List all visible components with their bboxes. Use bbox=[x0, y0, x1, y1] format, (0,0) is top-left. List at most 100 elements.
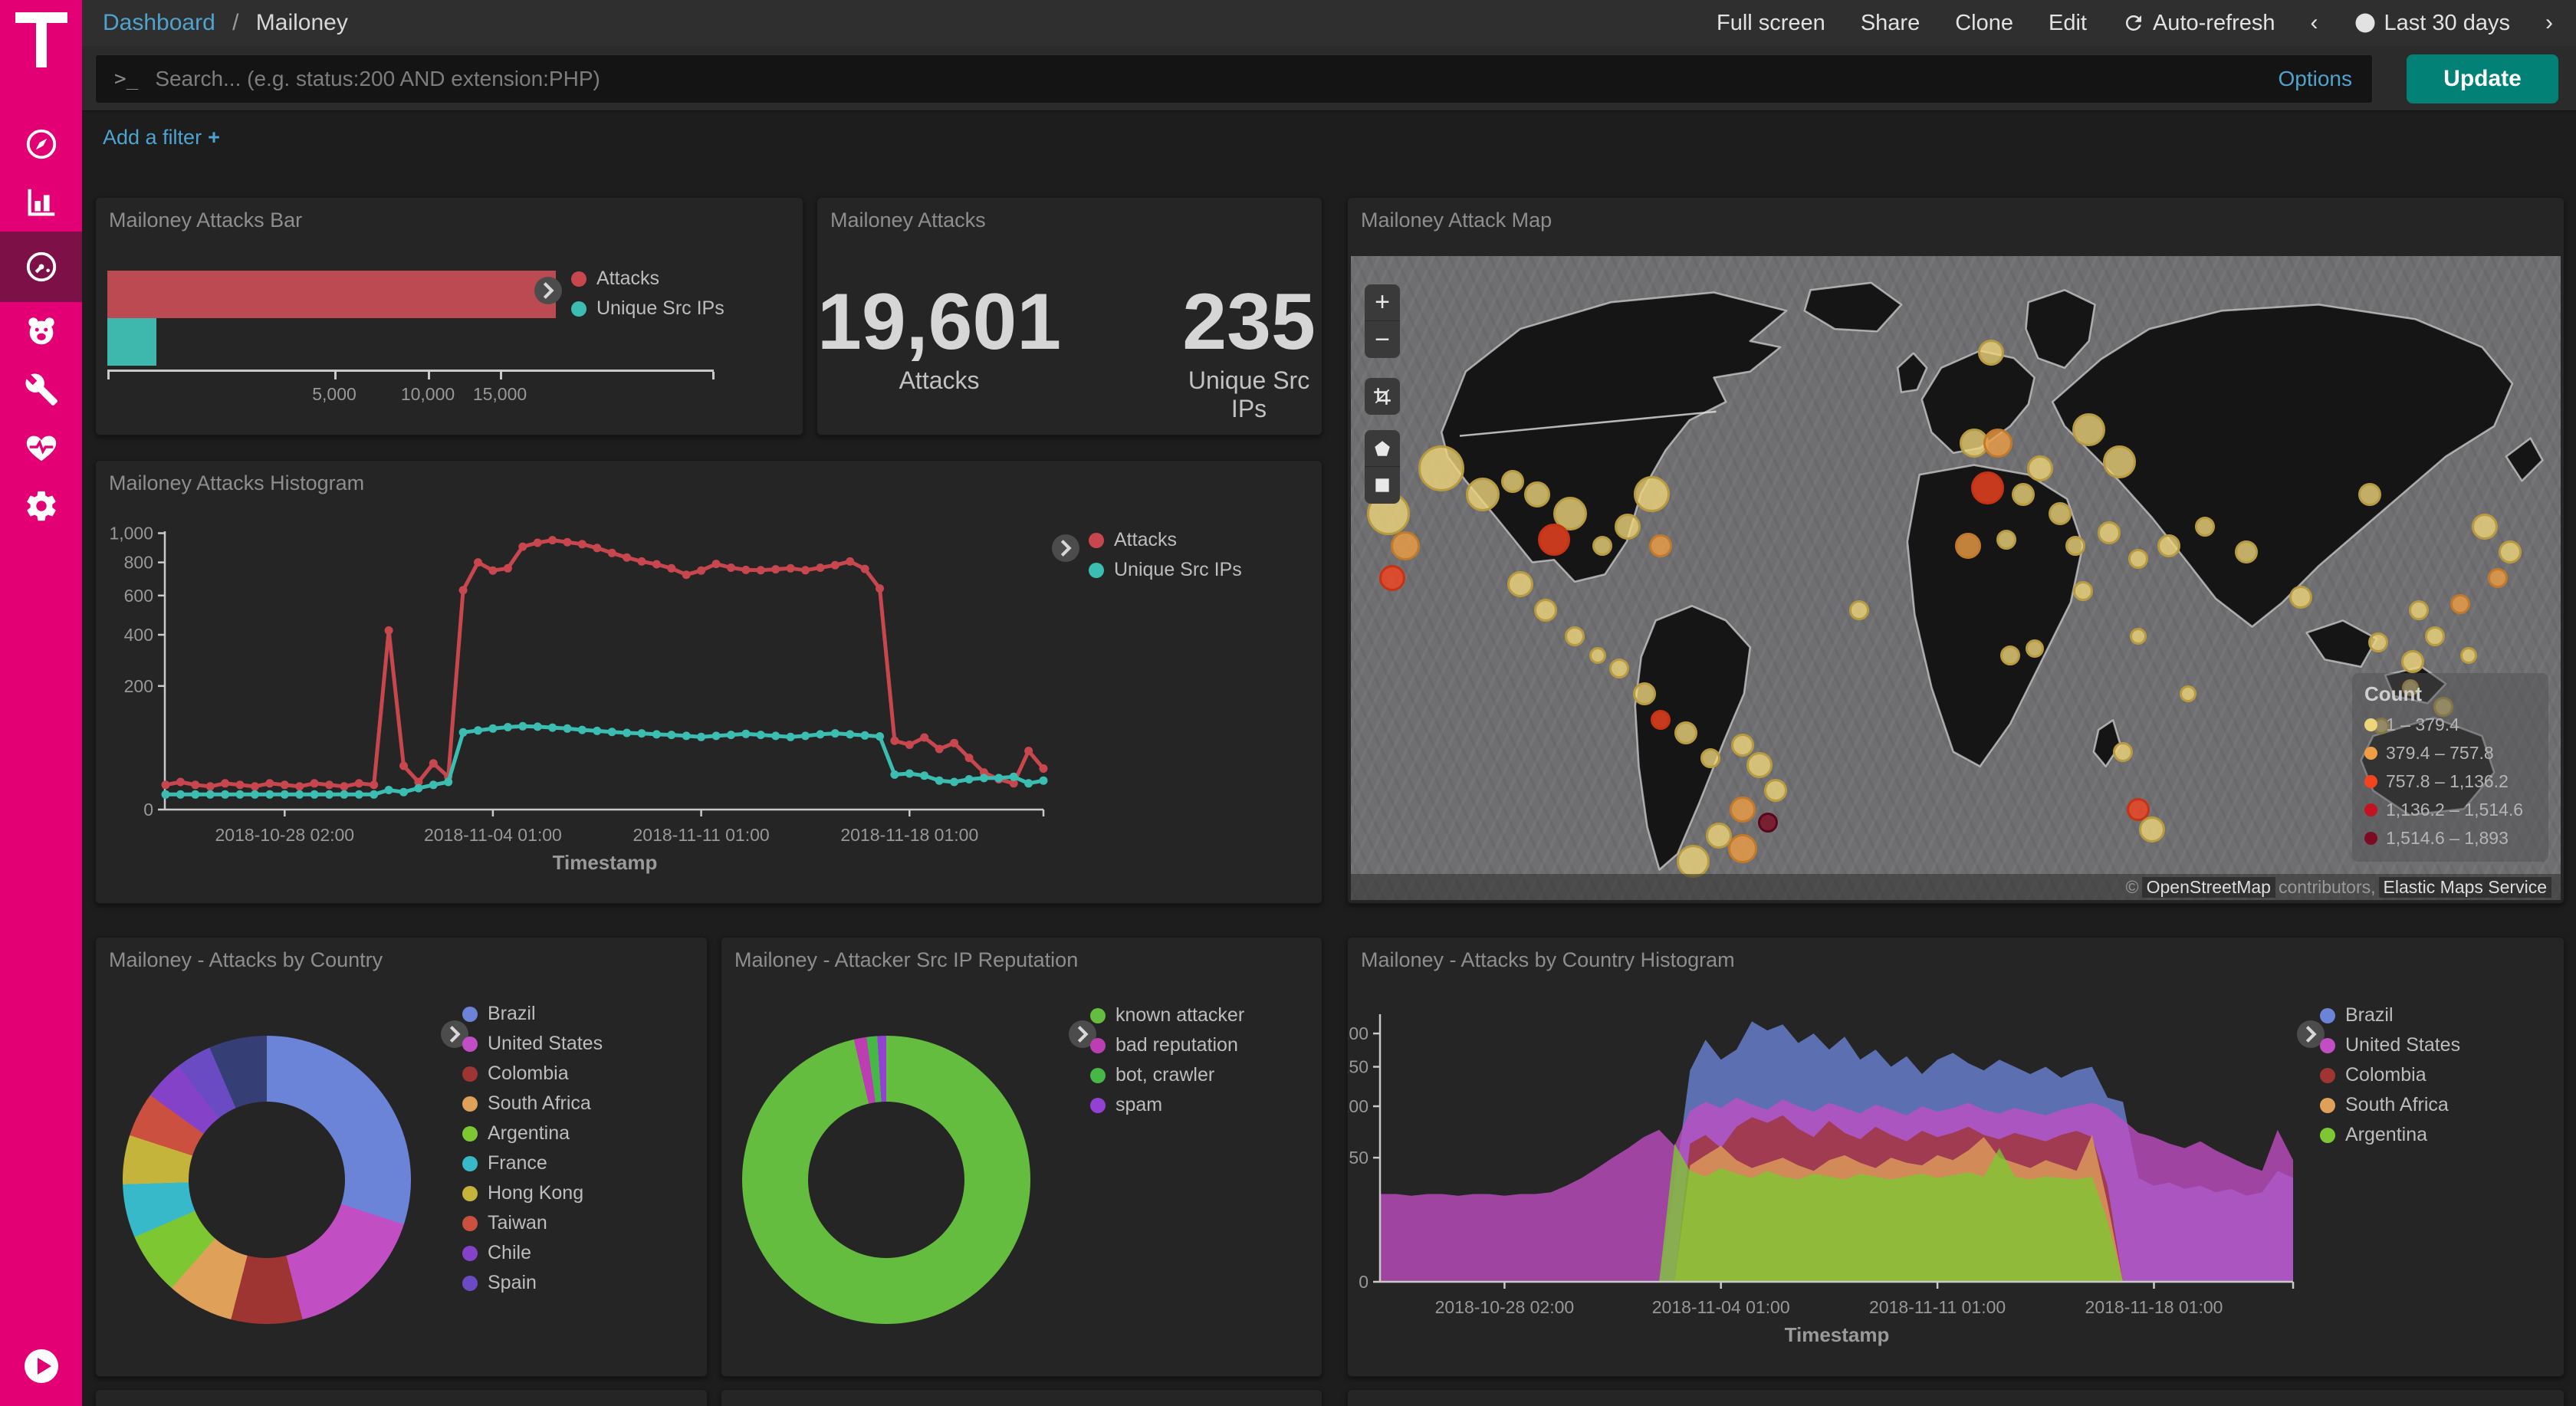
svg-text:100: 100 bbox=[1348, 1096, 1368, 1116]
crop-icon bbox=[1374, 388, 1391, 405]
legend-item[interactable]: Argentina bbox=[462, 1119, 603, 1148]
t-mobile-logo-icon[interactable] bbox=[15, 12, 67, 72]
legend-item[interactable]: Colombia bbox=[2320, 1060, 2460, 1090]
zoom-in-button[interactable]: + bbox=[1365, 284, 1400, 321]
legend-item[interactable]: Unique Src IPs bbox=[1089, 555, 1242, 585]
legend-item[interactable]: Argentina bbox=[2320, 1120, 2460, 1150]
country-histogram-chart: 0 50 100 150 200 2018-10-28 02:00 2018-11-04 0… bbox=[1348, 1014, 2295, 1346]
legend-label: bad reputation bbox=[1116, 1034, 1238, 1056]
legend-label: United States bbox=[488, 1033, 603, 1054]
reputation-donut-chart[interactable] bbox=[742, 1036, 1030, 1324]
legend-item[interactable]: 1,136.2 – 1,514.6 bbox=[2364, 796, 2536, 824]
breadcrumb-separator: / bbox=[232, 10, 239, 35]
attack-bubble bbox=[1538, 523, 1571, 556]
share-button[interactable]: Share bbox=[1860, 10, 1921, 35]
legend-item[interactable]: known attacker bbox=[1090, 1000, 1244, 1030]
panel-attacks-histogram: Mailoney Attacks Histogram 0 200 400 600 800… bbox=[95, 460, 1322, 904]
sidebar-item-tpot[interactable] bbox=[0, 302, 82, 360]
legend-item[interactable]: Unique Src IPs bbox=[571, 294, 724, 324]
legend-item[interactable]: Attacks bbox=[1089, 525, 1242, 555]
panel-title[interactable]: Mailoney Attacks Histogram bbox=[109, 471, 365, 494]
search-input[interactable] bbox=[155, 67, 2279, 91]
legend-item[interactable]: 757.8 – 1,136.2 bbox=[2364, 767, 2536, 796]
legend-item[interactable]: 1,514.6 – 1,893 bbox=[2364, 824, 2536, 852]
country-donut-chart[interactable] bbox=[123, 1036, 411, 1324]
legend-toggle-button[interactable] bbox=[1052, 534, 1079, 562]
panel-title[interactable]: Mailoney Attack Map bbox=[1361, 209, 1552, 232]
panel-src-ip-reputation: Mailoney - Attacker Src IP Reputation kn… bbox=[721, 937, 1322, 1377]
legend-label: Taiwan bbox=[488, 1212, 547, 1234]
legend-item[interactable]: Attacks bbox=[571, 264, 724, 294]
map-count-legend: Count 1 – 379.4 379.4 – 757.8 757.8 – 1,13… bbox=[2352, 673, 2548, 862]
legend-item[interactable]: Spain bbox=[462, 1268, 603, 1298]
attack-bubble bbox=[2130, 627, 2147, 645]
legend-toggle-button[interactable] bbox=[534, 277, 562, 304]
attack-bubble bbox=[1728, 833, 1758, 863]
legend-dot bbox=[1090, 1037, 1106, 1053]
legend-item[interactable]: bot, crawler bbox=[1090, 1060, 1244, 1090]
attack-bubble bbox=[1501, 470, 1525, 493]
time-next-button[interactable]: › bbox=[2545, 10, 2553, 35]
zoom-out-button[interactable]: − bbox=[1375, 324, 1390, 354]
legend-item[interactable]: United States bbox=[462, 1029, 603, 1059]
legend-title: Count bbox=[2364, 682, 2423, 705]
search-bar-row: >_ Options Update bbox=[82, 46, 2576, 111]
legend-item[interactable]: South Africa bbox=[462, 1089, 603, 1119]
legend-item[interactable]: bad reputation bbox=[1090, 1030, 1244, 1060]
time-range-picker[interactable]: Last 30 days bbox=[2354, 11, 2510, 36]
draw-rectangle-button[interactable] bbox=[1365, 467, 1400, 504]
attack-bubble bbox=[1418, 445, 1465, 492]
sidebar-item-dashboard[interactable] bbox=[0, 232, 82, 302]
legend-item[interactable]: spam bbox=[1090, 1090, 1244, 1120]
sidebar-item-management[interactable] bbox=[0, 477, 82, 535]
panel-title[interactable]: Mailoney Attacks bbox=[830, 209, 986, 232]
legend-item[interactable]: Chile bbox=[462, 1238, 603, 1268]
sidebar-expand-button[interactable] bbox=[25, 1349, 58, 1383]
legend-toggle-button[interactable] bbox=[1069, 1020, 1096, 1048]
attack-bubble bbox=[1589, 646, 1606, 664]
legend-item[interactable]: 379.4 – 757.8 bbox=[2364, 739, 2536, 767]
reputation-legend: known attacker bad reputation bot, crawler… bbox=[1090, 1000, 1244, 1120]
legend-dot bbox=[462, 1096, 478, 1112]
legend-item[interactable]: France bbox=[462, 1148, 603, 1178]
axis-tick-label: 5,000 bbox=[312, 384, 356, 404]
legend-item[interactable]: Taiwan bbox=[462, 1208, 603, 1238]
panel-title[interactable]: Mailoney Attacks Bar bbox=[109, 209, 303, 232]
metric-value: 19,601 bbox=[817, 278, 1062, 366]
sidebar-item-visualize[interactable] bbox=[0, 173, 82, 232]
add-filter-button[interactable]: Add a filter + bbox=[103, 126, 220, 149]
panel-title[interactable]: Mailoney - Attacks by Country Histogram bbox=[1361, 948, 1735, 971]
elastic-maps-service-link[interactable]: Elastic Maps Service bbox=[2378, 876, 2551, 898]
full-screen-button[interactable]: Full screen bbox=[1716, 10, 1825, 35]
svg-text:Timestamp: Timestamp bbox=[1785, 1323, 1890, 1346]
time-prev-button[interactable]: ‹ bbox=[2310, 10, 2318, 35]
breadcrumb-dashboard-link[interactable]: Dashboard bbox=[103, 10, 215, 35]
openstreetmap-link[interactable]: OpenStreetMap bbox=[2141, 876, 2275, 898]
panel-title[interactable]: Mailoney - Attacker Src IP Reputation bbox=[734, 948, 1079, 971]
sidebar-item-monitoring[interactable] bbox=[0, 419, 82, 477]
legend-item[interactable]: Colombia bbox=[462, 1059, 603, 1089]
attack-bubble bbox=[2072, 580, 2093, 601]
legend-label: France bbox=[488, 1152, 547, 1174]
legend-item[interactable]: South Africa bbox=[2320, 1090, 2460, 1120]
legend-item[interactable]: Hong Kong bbox=[462, 1178, 603, 1208]
auto-refresh-button[interactable]: Auto-refresh bbox=[2122, 11, 2275, 36]
legend-item[interactable]: Brazil bbox=[2320, 1000, 2460, 1030]
legend-item[interactable]: 1 – 379.4 bbox=[2364, 711, 2536, 739]
edit-button[interactable]: Edit bbox=[2048, 10, 2087, 35]
draw-polygon-button[interactable] bbox=[1365, 430, 1400, 467]
update-button[interactable]: Update bbox=[2407, 54, 2558, 103]
sidebar-item-discover[interactable] bbox=[0, 115, 82, 173]
clone-button[interactable]: Clone bbox=[1955, 10, 2013, 35]
fit-bounds-button[interactable] bbox=[1365, 378, 1400, 415]
country-histogram-legend: Brazil United States Colombia South Africa A… bbox=[2320, 1000, 2460, 1150]
attack-map[interactable]: + − Count 1 bbox=[1351, 256, 2561, 900]
query-options-link[interactable]: Options bbox=[2278, 67, 2353, 90]
sidebar-item-dev-tools[interactable] bbox=[0, 360, 82, 419]
legend-dot bbox=[1089, 532, 1104, 548]
legend-label: South Africa bbox=[2345, 1094, 2449, 1115]
legend-item[interactable]: United States bbox=[2320, 1030, 2460, 1060]
panel-title[interactable]: Mailoney - Attacks by Country bbox=[109, 948, 383, 971]
legend-item[interactable]: Brazil bbox=[462, 999, 603, 1029]
legend-label: South Africa bbox=[488, 1092, 591, 1114]
